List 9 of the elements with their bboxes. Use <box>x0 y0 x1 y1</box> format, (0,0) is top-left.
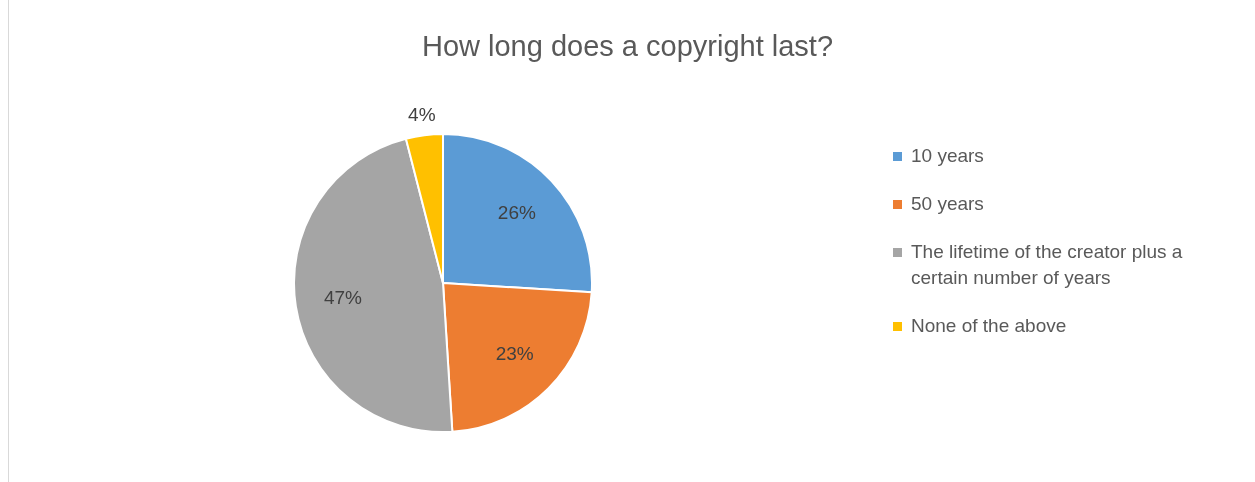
data-label: 26% <box>497 201 536 223</box>
legend-label: 50 years <box>911 193 984 214</box>
data-label: 47% <box>323 287 363 309</box>
legend-label: The lifetime of the creator plus a certain number of years <box>911 241 1183 288</box>
legend-label: 10 years <box>911 145 984 166</box>
data-label: 4% <box>408 103 436 125</box>
chart-title: How long does a copyright last? <box>420 30 835 63</box>
legend-label: None of the above <box>911 315 1067 336</box>
data-label: 23% <box>495 342 534 364</box>
